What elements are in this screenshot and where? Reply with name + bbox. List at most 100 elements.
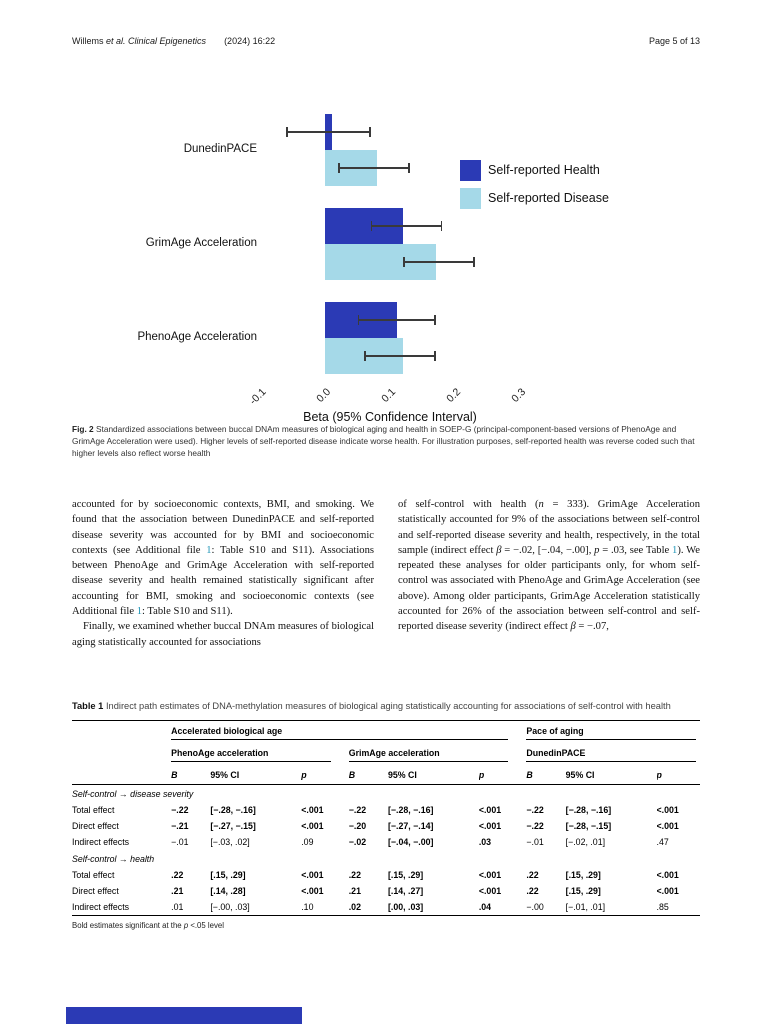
- figure-caption: Fig. 2 Standardized associations between…: [72, 424, 700, 459]
- table-value-cell: [.00, .03]: [387, 902, 424, 912]
- ci-line: [364, 355, 436, 357]
- text-run: p: [183, 921, 189, 930]
- table-section-label: Self-control → disease severity: [72, 789, 194, 799]
- table-value-cell: .04: [478, 902, 492, 912]
- table-label: Table 1: [72, 701, 104, 711]
- body-paragraph: Finally, we examined whether buccal DNAm…: [72, 619, 374, 650]
- text-run: β: [496, 544, 502, 556]
- table-column-header: B: [171, 765, 211, 785]
- legend-label-self-reported-disease: Self-reported Disease: [488, 191, 609, 205]
- ci-cap-high: [434, 351, 436, 361]
- table-corner-cell: [72, 743, 171, 765]
- inline-link[interactable]: 1: [136, 606, 143, 618]
- table-column-header: B: [526, 765, 566, 785]
- table-value-cell: <.001: [301, 870, 324, 880]
- table-value-cell: .02: [348, 902, 361, 912]
- table-value-cell: [−.00, .03]: [210, 902, 250, 912]
- table-value-cell: −.21: [171, 821, 189, 831]
- table-value-cell: −.20: [348, 821, 367, 831]
- table-section-row: Self-control → health: [72, 850, 700, 867]
- table-value-cell: .22: [171, 870, 184, 880]
- table-value-cell: .22: [526, 886, 539, 896]
- table-1: Accelerated biological age Pace of aging P…: [72, 720, 700, 916]
- ci-line: [338, 167, 410, 169]
- text-run: = 333). GrimAge Acceleration statistical…: [398, 499, 700, 556]
- table-value-cell: [.14, .28]: [210, 886, 246, 896]
- text-run: <.05 level: [188, 921, 224, 930]
- inline-link[interactable]: 1: [672, 544, 678, 556]
- table-value-cell: .03: [478, 837, 492, 847]
- table-value-cell: −.01: [171, 837, 189, 847]
- table-subgroup-header: DunedinPACE: [526, 743, 700, 765]
- text-run: ). We repeated these analyses for older …: [398, 544, 700, 633]
- inline-link[interactable]: 1: [206, 544, 212, 556]
- category-label-phenoage-acceleration: PhenoAge Acceleration: [137, 331, 257, 343]
- ci-cap-high: [434, 315, 436, 325]
- table-row-label: Indirect effects: [72, 837, 130, 847]
- table-subgroup-header: PhenoAge acceleration: [171, 743, 349, 765]
- table-value-cell: <.001: [478, 821, 502, 831]
- body-text: accounted for by socioeconomic contexts,…: [72, 497, 700, 650]
- table-corner-cell: [72, 721, 171, 744]
- x-tick-label: -0.1: [247, 386, 269, 408]
- table-value-cell: [−.02, .01]: [565, 837, 606, 847]
- text-run: of self-control with health (: [398, 499, 539, 510]
- table-row-label: Total effect: [72, 805, 115, 815]
- table-footnote: Bold estimates significant at the p <.05…: [72, 921, 700, 930]
- table-subgroup-header: GrimAge acceleration: [348, 743, 527, 765]
- x-tick-label: 0.0: [314, 386, 334, 405]
- table-value-cell: [.15, .29]: [565, 870, 601, 880]
- ci-cap-low: [364, 351, 366, 361]
- legend-swatch-self-reported-health: [460, 160, 481, 181]
- table-subgroup-header-label: DunedinPACE: [526, 748, 696, 762]
- text-run: et al. Clinical Epigenetics: [106, 36, 207, 46]
- figure-label: Fig. 2: [72, 424, 94, 434]
- x-tick-label: 0.2: [444, 386, 464, 405]
- table-column-header: 95% CI: [565, 765, 657, 785]
- table-value-cell: <.001: [656, 870, 679, 880]
- table-group-header: Pace of aging: [526, 721, 700, 744]
- ci-cap-low: [370, 221, 372, 231]
- table-subgroup-header-label: PhenoAge acceleration: [171, 748, 331, 762]
- page-bottom-figure-fragment: [66, 1007, 302, 1024]
- table-section-row: Self-control → disease severity: [72, 785, 700, 803]
- table-value-cell: −.22: [526, 805, 544, 815]
- ci-line: [403, 261, 475, 263]
- table-value-cell: [.15, .29]: [387, 870, 424, 880]
- x-tick-label: 0.1: [379, 386, 399, 405]
- ci-cap-low: [338, 163, 340, 173]
- ci-line: [357, 319, 436, 321]
- ci-line: [286, 131, 371, 133]
- text-run: (2024) 16:22: [206, 36, 276, 46]
- table-value-cell: <.001: [656, 886, 679, 896]
- table-value-cell: .01: [171, 902, 184, 912]
- table-corner-cell: [72, 765, 172, 785]
- text-run: = −.02, [−.04, −.00],: [501, 544, 595, 556]
- text-run: : Table S10 and S11).: [142, 606, 233, 618]
- table-value-cell: [−.28, −.15]: [565, 821, 612, 831]
- text-run: Finally, we examined whether buccal DNAm…: [72, 621, 374, 648]
- body-paragraph: of self-control with health (n = 333). G…: [398, 497, 700, 635]
- table-row: Indirect effects .01 [−.00, .03] .10 .02 [.00…: [72, 899, 700, 916]
- table-value-cell: <.001: [478, 870, 502, 880]
- ci-cap-high: [408, 163, 410, 173]
- table-row-label: Direct effect: [72, 886, 119, 896]
- table-value-cell: .22: [526, 870, 539, 880]
- table-row-label: Total effect: [72, 870, 115, 880]
- table-value-cell: −.22: [526, 821, 544, 831]
- table-value-cell: [.14, .27]: [387, 886, 424, 896]
- text-run: : Table S10 and S11). Associations betwe…: [72, 544, 375, 618]
- table-value-cell: [.15, .29]: [565, 886, 601, 896]
- x-axis-title: Beta (95% Confidence Interval): [303, 410, 477, 424]
- table-section-label: Self-control → health: [72, 854, 155, 864]
- table-value-cell: [−.27, −.14]: [387, 821, 434, 831]
- table-value-cell: .85: [656, 902, 669, 912]
- page-number: Page 5 of 13: [648, 36, 700, 46]
- table-group-header-label: Accelerated biological age: [171, 726, 509, 740]
- table-value-cell: .47: [656, 837, 669, 847]
- table-column-header: p: [478, 765, 527, 785]
- table-value-cell: −.00: [526, 902, 544, 912]
- table-value-cell: .10: [301, 902, 314, 912]
- table-group-header-label: Pace of aging: [526, 726, 696, 740]
